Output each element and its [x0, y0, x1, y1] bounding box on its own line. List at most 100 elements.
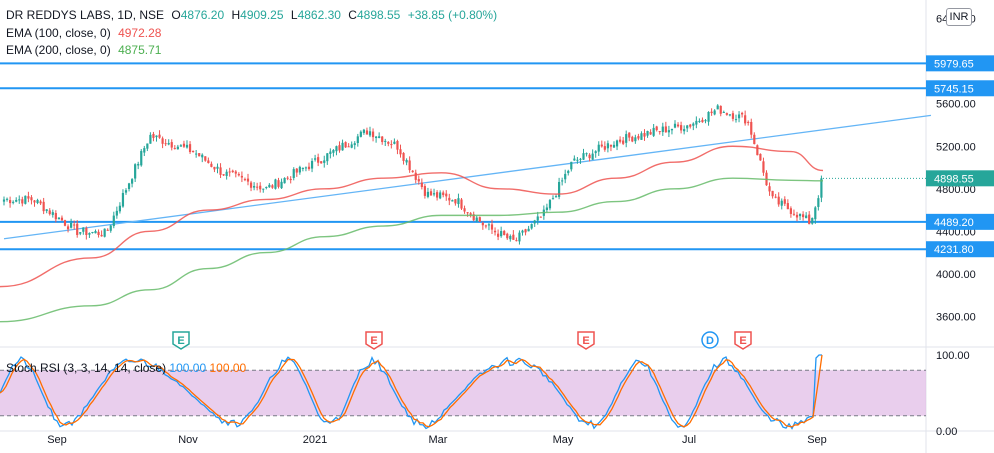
candle-body [777, 196, 780, 205]
candle-body [91, 231, 94, 233]
candle-body [124, 190, 128, 193]
candle-body [533, 220, 536, 224]
ema200-value: 4875.71 [118, 43, 162, 57]
candle-body [185, 144, 189, 148]
ema100-line [0, 145, 824, 288]
candle-body [216, 166, 219, 169]
candle-body [213, 166, 216, 170]
candle-body [335, 146, 338, 152]
stoch-rsi-band [0, 370, 926, 416]
open-label: O [171, 8, 181, 22]
candle-body [344, 142, 347, 148]
candle-body [570, 161, 573, 170]
candlestick-series [2, 104, 823, 245]
candle-body [631, 136, 634, 142]
candle-body [481, 222, 484, 226]
candle-body [131, 179, 134, 184]
candle-body [497, 233, 500, 237]
candle-body [146, 143, 149, 149]
candle-body [240, 175, 243, 178]
stoch-rsi-axis-label: 0.00 [936, 426, 957, 438]
candle-body [66, 226, 70, 230]
ema200-legend[interactable]: EMA (200, close, 0) 4875.71 [6, 43, 165, 57]
candle-body [399, 149, 402, 155]
candle-body [280, 181, 283, 189]
candle-body [368, 131, 372, 136]
candle-body [753, 134, 756, 145]
candle-body [256, 186, 259, 188]
candle-body [780, 200, 783, 206]
candle-body [683, 129, 686, 132]
candle-body [12, 201, 15, 203]
candle-body [619, 139, 622, 142]
candle-body [76, 223, 79, 235]
candle-body [558, 181, 561, 197]
stoch-rsi-legend[interactable]: Stoch RSI (3, 3, 14, 14, close) 100.00 1… [6, 361, 246, 375]
event-marker-label: D [706, 335, 714, 347]
candle-body [365, 130, 369, 135]
candle-body [295, 168, 298, 173]
candle-body [24, 195, 27, 204]
ema200-line [0, 177, 824, 323]
price-axis-tick-label: 5600.00 [936, 99, 976, 111]
candle-body [118, 205, 121, 212]
candle-body [457, 198, 460, 205]
candle-body [158, 134, 161, 138]
candle-body [762, 161, 765, 173]
candle-body [198, 153, 201, 157]
ema100-label: EMA (100, close, 0) [6, 26, 111, 40]
close-label: C [348, 8, 357, 22]
symbol-title: DR REDDYS LABS, 1D, NSE [6, 8, 165, 22]
candle-body [408, 160, 411, 171]
candle-body [195, 153, 198, 155]
candle-body [375, 136, 378, 139]
candle-body [307, 166, 311, 170]
candle-body [728, 114, 731, 116]
ema100-legend[interactable]: EMA (100, close, 0) 4972.28 [6, 26, 165, 40]
candle-body [680, 125, 683, 131]
candle-body [744, 115, 747, 124]
candle-body [51, 212, 54, 215]
candle-body [768, 186, 771, 192]
event-marker-label: E [582, 335, 589, 347]
candle-body [640, 133, 643, 140]
candle-body [622, 140, 625, 144]
candle-body [564, 173, 567, 180]
candle-body [439, 192, 442, 199]
candle-body [353, 143, 356, 146]
candle-body [655, 126, 658, 131]
candle-body [628, 132, 631, 138]
candle-body [21, 199, 24, 204]
candle-body [625, 134, 628, 143]
candle-body [487, 224, 491, 226]
horizontal-level-tag [926, 55, 994, 72]
candle-body [234, 171, 237, 174]
candle-body [182, 143, 186, 147]
candle-body [152, 133, 155, 138]
candle-body [286, 177, 289, 179]
candle-body [670, 128, 674, 131]
candle-body [710, 111, 713, 114]
candle-body [332, 150, 335, 153]
candle-body [201, 154, 204, 158]
stoch-rsi-label: Stoch RSI (3, 3, 14, 14, close) [6, 361, 167, 375]
candle-body [460, 199, 463, 209]
candle-body [115, 210, 118, 216]
candle-body [548, 200, 552, 209]
candle-body [359, 131, 362, 137]
candle-body [594, 151, 597, 154]
candle-body [704, 120, 707, 122]
candle-body [591, 153, 594, 160]
earnings-marker [172, 331, 190, 350]
candle-body [802, 214, 805, 218]
candle-body [45, 209, 48, 212]
horizontal-level-tag [926, 80, 994, 97]
candle-body [506, 233, 509, 239]
currency-badge[interactable]: INR [946, 8, 972, 26]
candle-body [475, 217, 478, 222]
candle-body [493, 230, 497, 233]
candle-body [48, 210, 51, 215]
candle-body [314, 158, 317, 160]
earnings-marker [577, 331, 595, 350]
